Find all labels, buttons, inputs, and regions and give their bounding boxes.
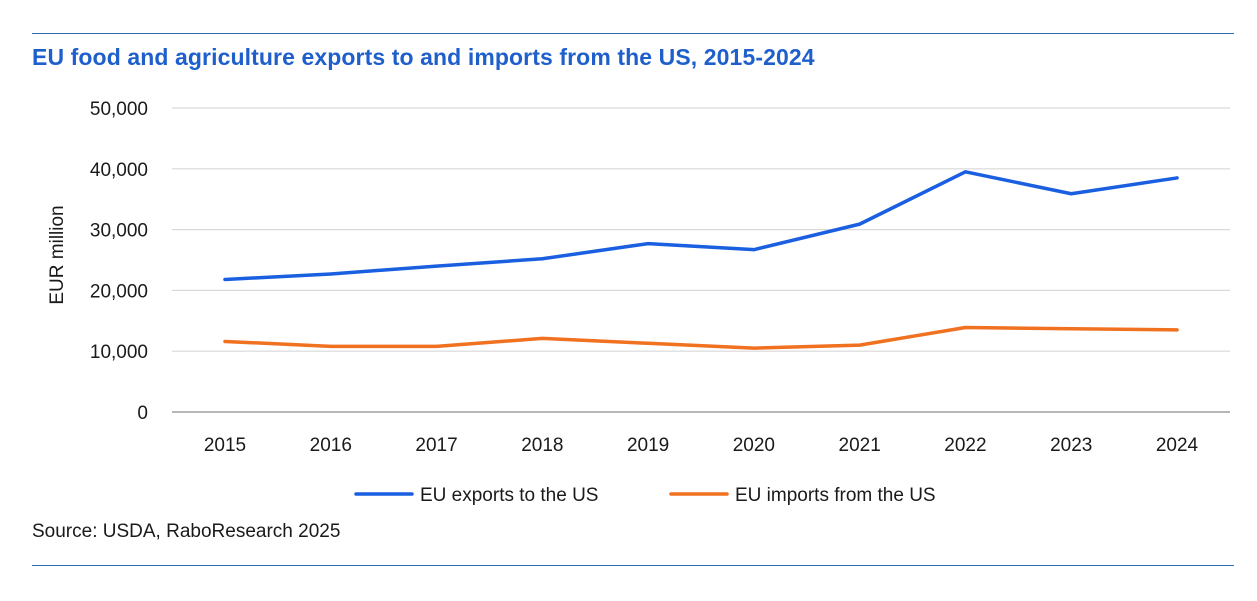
data-point (646, 341, 650, 345)
x-tick-label: 2024 (1156, 435, 1199, 456)
data-point (223, 339, 227, 344)
x-tick-label: 2019 (627, 435, 669, 456)
x-tick-label: 2023 (1050, 435, 1092, 456)
x-tick-label: 2022 (944, 435, 986, 456)
data-point (963, 325, 968, 330)
data-point (858, 222, 862, 226)
gridlines (172, 107, 1230, 413)
y-tick-label: 20,000 (90, 281, 148, 302)
x-tick-label: 2015 (204, 435, 246, 456)
data-point (752, 248, 756, 252)
y-axis-label: EUR million (47, 205, 68, 304)
data-point (1175, 176, 1179, 180)
legend: EU exports to the US EU imports from the … (354, 485, 936, 506)
data-point (1069, 192, 1073, 196)
data-point (540, 336, 544, 341)
data-point (434, 264, 439, 268)
y-axis-ticks: 0 10,000 20,000 30,000 40,000 50,000 (90, 99, 148, 424)
x-tick-label: 2020 (733, 435, 775, 456)
data-point (329, 272, 333, 276)
series-exports (223, 170, 1179, 282)
x-axis-ticks: 2015 2016 2017 2018 2019 2020 2021 2022 2023 2024 (204, 435, 1199, 456)
source-note: Source: USDA, RaboResearch 2025 (32, 521, 341, 542)
y-tick-label: 50,000 (90, 99, 148, 120)
y-tick-label: 30,000 (90, 221, 148, 242)
data-point (329, 344, 333, 348)
data-point (858, 343, 862, 347)
data-point (434, 344, 439, 348)
data-point (1069, 327, 1073, 331)
data-point (1175, 328, 1179, 332)
legend-label: EU exports to the US (420, 485, 598, 506)
bottom-rule (32, 565, 1234, 566)
data-point (963, 170, 968, 174)
series-lines (223, 170, 1179, 350)
y-tick-label: 0 (137, 403, 148, 424)
y-tick-label: 10,000 (90, 342, 148, 363)
top-rule (32, 33, 1234, 34)
x-tick-label: 2018 (521, 435, 563, 456)
chart-title: EU food and agriculture exports to and i… (32, 44, 815, 70)
data-point (752, 346, 756, 350)
legend-label: EU imports from the US (735, 485, 936, 506)
data-point (540, 257, 544, 261)
series-line (223, 170, 1179, 282)
x-tick-label: 2021 (839, 435, 881, 456)
series-imports (223, 325, 1179, 350)
y-tick-label: 40,000 (90, 160, 148, 181)
series-line (223, 325, 1179, 350)
data-point (223, 277, 227, 282)
x-tick-label: 2017 (415, 435, 457, 456)
x-tick-label: 2016 (310, 435, 352, 456)
data-point (646, 241, 650, 246)
